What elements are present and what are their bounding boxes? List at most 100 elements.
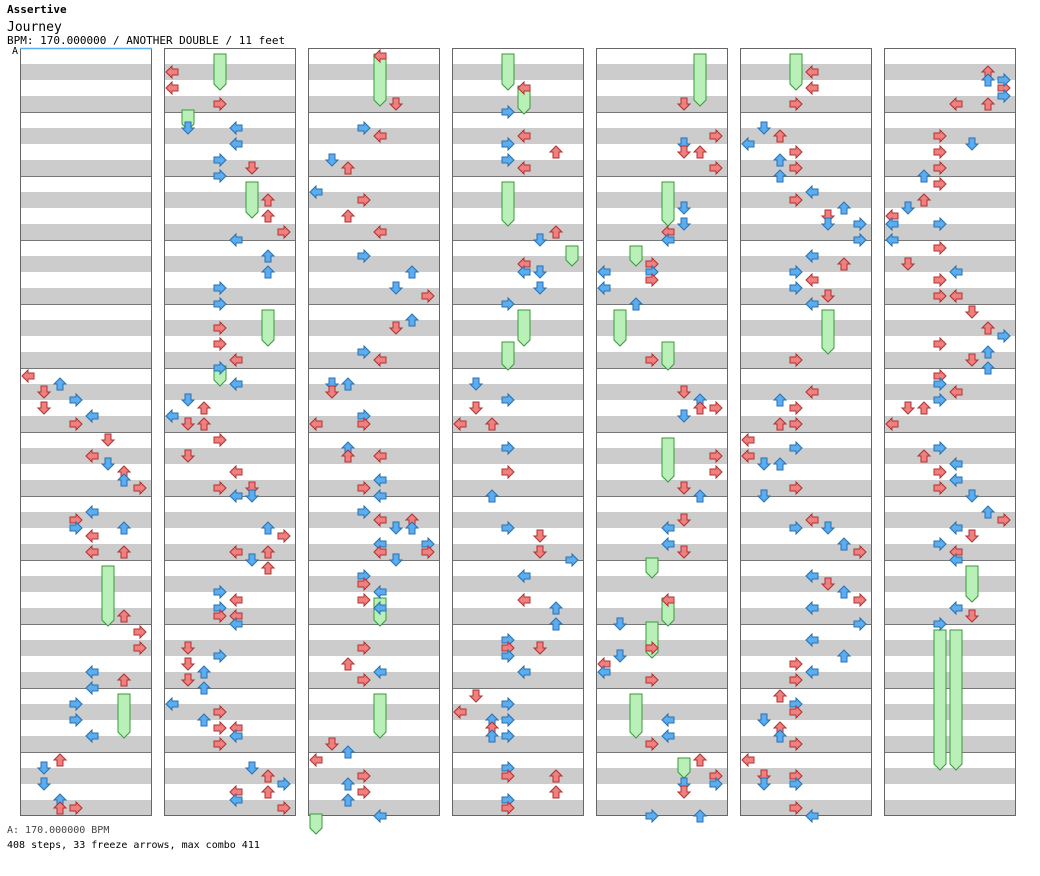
down-arrow-icon xyxy=(756,777,772,791)
right-arrow-icon xyxy=(789,440,803,456)
step-arrow xyxy=(213,296,227,312)
step-arrow xyxy=(805,600,819,616)
left-arrow-icon xyxy=(741,448,755,464)
right-arrow-icon xyxy=(213,168,227,184)
step-arrow xyxy=(628,297,644,311)
down-arrow-icon xyxy=(964,305,980,319)
step-arrow xyxy=(853,544,867,560)
beat-shade xyxy=(596,800,728,816)
right-arrow-icon xyxy=(789,480,803,496)
step-arrow xyxy=(949,520,963,536)
step-arrow xyxy=(229,120,243,136)
beat-shade xyxy=(308,160,440,176)
beat-shade xyxy=(20,800,152,816)
down-arrow-icon xyxy=(676,97,692,111)
step-arrow xyxy=(885,416,899,432)
right-arrow-icon xyxy=(853,232,867,248)
down-arrow-icon xyxy=(388,521,404,535)
up-arrow-icon xyxy=(980,73,996,87)
step-arrow xyxy=(548,617,564,631)
down-arrow-icon xyxy=(964,353,980,367)
step-arrow xyxy=(277,528,291,544)
step-arrow xyxy=(196,681,212,695)
up-arrow-icon xyxy=(772,417,788,431)
step-arrow xyxy=(692,401,708,415)
down-arrow-icon xyxy=(820,521,836,535)
up-arrow-icon xyxy=(484,417,500,431)
step-arrow xyxy=(661,536,675,552)
right-arrow-icon xyxy=(213,280,227,296)
step-arrow xyxy=(532,265,548,279)
step-arrow xyxy=(468,401,484,415)
freeze-arrow xyxy=(501,53,515,91)
step-arrow xyxy=(548,145,564,159)
up-arrow-icon xyxy=(340,209,356,223)
step-arrow xyxy=(645,736,659,752)
step-arrow xyxy=(949,384,963,400)
step-arrow xyxy=(85,728,99,744)
beat-shade xyxy=(596,768,728,784)
step-arrow xyxy=(933,128,947,144)
step-arrow xyxy=(340,377,356,391)
right-arrow-icon xyxy=(853,592,867,608)
step-arrow xyxy=(676,97,692,111)
step-arrow xyxy=(548,785,564,799)
beat-shade xyxy=(596,672,728,688)
beat-shade xyxy=(740,416,872,432)
step-arrow xyxy=(709,400,723,416)
left-arrow-icon xyxy=(517,128,531,144)
step-arrow xyxy=(340,777,356,791)
step-arrow xyxy=(357,672,371,688)
step-arrow xyxy=(789,704,803,720)
step-arrow xyxy=(116,609,132,623)
right-arrow-icon xyxy=(501,728,515,744)
down-arrow-icon xyxy=(676,201,692,215)
step-arrow xyxy=(69,696,83,712)
right-arrow-icon xyxy=(213,704,227,720)
step-arrow xyxy=(741,448,755,464)
step-arrow xyxy=(949,472,963,488)
step-arrow xyxy=(52,801,68,815)
step-arrow xyxy=(772,689,788,703)
step-arrow xyxy=(260,249,276,263)
beat-shade xyxy=(884,64,1016,80)
beat-shade xyxy=(308,640,440,656)
beat-shade xyxy=(452,448,584,464)
left-arrow-icon xyxy=(309,752,323,768)
step-arrow xyxy=(532,233,548,247)
right-arrow-icon xyxy=(789,704,803,720)
right-arrow-icon xyxy=(645,808,659,824)
up-arrow-icon xyxy=(980,505,996,519)
down-arrow-icon xyxy=(676,385,692,399)
beat-shade xyxy=(740,320,872,336)
right-arrow-icon xyxy=(213,720,227,736)
left-arrow-icon xyxy=(229,792,243,808)
left-arrow-icon xyxy=(373,544,387,560)
step-arrow xyxy=(836,257,852,271)
step-arrow xyxy=(388,553,404,567)
left-arrow-icon xyxy=(661,592,675,608)
up-arrow-icon xyxy=(404,521,420,535)
step-arrow xyxy=(756,777,772,791)
step-arrow xyxy=(517,80,531,96)
step-arrow xyxy=(532,545,548,559)
beat-shade xyxy=(308,736,440,752)
beat-shade xyxy=(308,480,440,496)
left-arrow-icon xyxy=(949,520,963,536)
right-arrow-icon xyxy=(133,480,147,496)
step-arrow xyxy=(484,417,500,431)
step-arrow xyxy=(85,680,99,696)
down-arrow-icon xyxy=(820,289,836,303)
right-arrow-icon xyxy=(789,520,803,536)
up-arrow-icon xyxy=(340,161,356,175)
step-arrow xyxy=(501,136,515,152)
beat-shade xyxy=(20,736,152,752)
step-arrow xyxy=(116,473,132,487)
beat-shade xyxy=(596,128,728,144)
beat-shade xyxy=(164,480,296,496)
right-arrow-icon xyxy=(69,712,83,728)
step-arrow xyxy=(805,80,819,96)
down-arrow-icon xyxy=(676,545,692,559)
step-arrow xyxy=(260,209,276,223)
step-arrow xyxy=(789,440,803,456)
